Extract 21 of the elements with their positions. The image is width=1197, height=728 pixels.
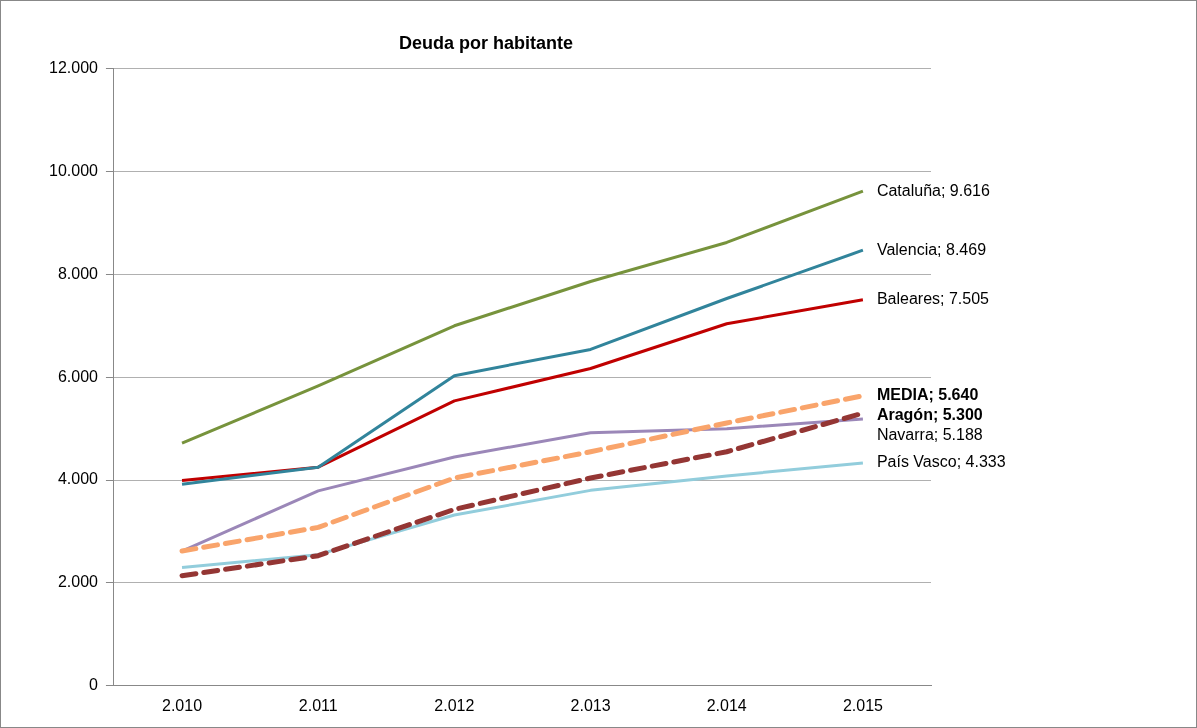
- data-label: Aragón; 5.300: [876, 406, 983, 424]
- x-tick-label: 2.014: [706, 696, 747, 714]
- y-tick-label: 6.000: [57, 367, 99, 385]
- data-label: Baleares; 7.505: [876, 290, 990, 308]
- y-tick-label: 8.000: [57, 264, 99, 282]
- y-tick-label: 4.000: [57, 470, 99, 488]
- y-tick-label: 10.000: [49, 161, 99, 179]
- data-label: MEDIA; 5.640: [876, 386, 979, 404]
- x-tick-label: 2.011: [298, 696, 338, 714]
- data-label: País Vasco; 4.333: [876, 453, 1006, 471]
- data-label: Valencia; 8.469: [876, 240, 987, 258]
- x-tick-label: 2.015: [842, 696, 884, 714]
- data-label: Cataluña; 9.616: [876, 181, 990, 199]
- x-tick-label: 2.010: [162, 696, 203, 714]
- chart-title: Deuda por habitante: [398, 32, 574, 53]
- data-label: Navarra; 5.188: [876, 426, 983, 444]
- y-tick-label: 2.000: [57, 573, 99, 591]
- y-tick-label: 12.000: [49, 59, 99, 77]
- x-tick-label: 2.012: [434, 696, 475, 714]
- x-tick-label: 2.013: [570, 696, 611, 714]
- y-tick-label: 0: [89, 676, 99, 694]
